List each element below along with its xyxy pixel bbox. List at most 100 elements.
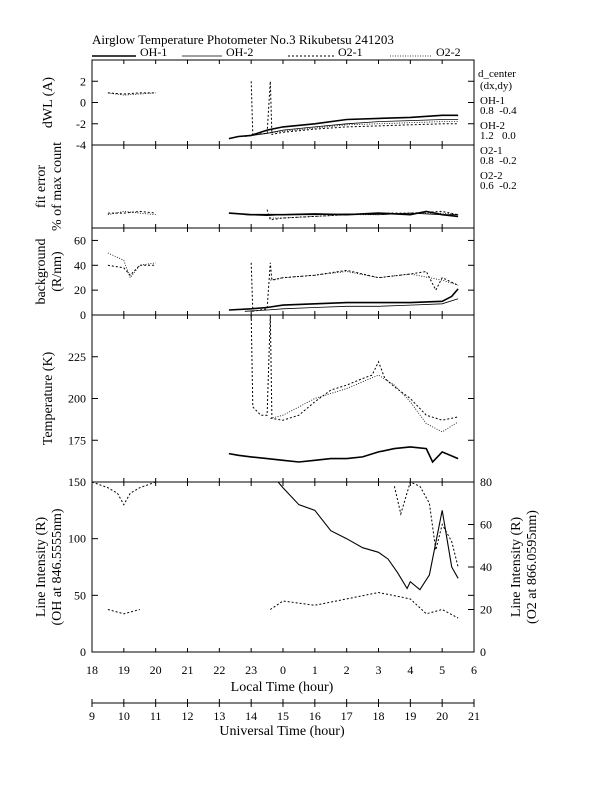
- y2-tick-label: 0: [480, 645, 486, 659]
- series-line-oh-2: [244, 298, 459, 312]
- series-line-o2-1: [107, 81, 459, 136]
- ut-tick-label: 9: [89, 709, 95, 723]
- ut-tick-label: 20: [436, 709, 448, 723]
- annotation-row-name: OH-1: [480, 95, 505, 107]
- ut-tick-label: 18: [373, 709, 385, 723]
- y-axis-label: fit error: [34, 165, 49, 208]
- ut-tick-label: 11: [150, 709, 162, 723]
- panel-dwl: -4 -2 0 2 dWL (A): [41, 59, 475, 152]
- ut-tick-label: 17: [341, 709, 353, 723]
- y-axis-label-sub: (OH at 846.5555nm): [50, 508, 65, 625]
- x-tick-label: 21: [182, 663, 194, 677]
- x-tick-label: 4: [407, 663, 413, 677]
- legend-label-o21: O2-1: [338, 45, 363, 59]
- ut-tick-label: 10: [118, 709, 130, 723]
- y-tick-label: -4: [76, 138, 86, 152]
- x-tick-label: 2: [344, 663, 350, 677]
- y-tick-label: -2: [76, 117, 86, 131]
- y-tick-label: 0: [80, 308, 86, 322]
- series-line-o2-2: [270, 374, 459, 433]
- x-tick-label: 19: [118, 663, 130, 677]
- annotation-d-center-sub: (dx,dy): [480, 80, 512, 92]
- x-tick-label: 18: [86, 663, 98, 677]
- y-tick-label: 60: [74, 233, 86, 247]
- x-tick-label: 5: [439, 663, 445, 677]
- annotation-row-vals: 0.8 -0.2: [480, 155, 517, 167]
- ut-tick-label: 19: [404, 709, 416, 723]
- x-tick-label: 22: [213, 663, 225, 677]
- legend: OH-1 OH-2 O2-1 O2-2: [92, 45, 461, 59]
- legend-label-o22: O2-2: [436, 45, 461, 59]
- series-line-oh-2: [244, 212, 459, 217]
- series-line-oh-1: [228, 288, 459, 311]
- series-line-o2-1: [250, 315, 459, 421]
- series-line-o2-2: [107, 92, 459, 134]
- panel-temp: 175 200 225 Temperature (K): [41, 314, 475, 483]
- y-axis-label: background: [34, 238, 49, 304]
- y-tick-label: 50: [74, 588, 86, 602]
- y2-tick-label: 20: [480, 603, 492, 617]
- series-line-o2-1: [107, 591, 459, 619]
- x-tick-label: 20: [150, 663, 162, 677]
- panel-bg: 0 20 40 60 background (R/nm): [34, 227, 475, 322]
- y-tick-label: 200: [68, 392, 86, 406]
- y-axis-label: Line Intensity (R): [34, 517, 49, 618]
- y-tick-label: 0: [80, 96, 86, 110]
- x-axis-label: Local Time (hour): [231, 680, 334, 695]
- ut-axis-label: Universal Time (hour): [219, 724, 345, 739]
- chart-title: Airglow Temperature Photometer No.3 Riku…: [92, 32, 394, 47]
- ut-tick-label: 15: [277, 709, 289, 723]
- y2-tick-label: 40: [480, 560, 492, 574]
- ut-tick-label: 14: [245, 709, 257, 723]
- series-line-oh-1-18-20h: [92, 482, 156, 506]
- y-tick-label: 100: [68, 532, 86, 546]
- x-axis-universal-time: 9 10 11 12 13 14 15 16 17 18 19 20 21: [89, 699, 480, 723]
- y-axis-label-sub: % of max count: [50, 142, 65, 231]
- y2-tick-label: 80: [480, 475, 492, 489]
- y-tick-label: 0: [80, 645, 86, 659]
- series-line-o2-2: [393, 482, 459, 568]
- chart-panels: -4 -2 0 2 dWL (A) fit error% of max count 0 20 4…: [34, 59, 540, 659]
- panel-frame: [91, 59, 475, 146]
- y-tick-label: 40: [74, 258, 86, 272]
- annotation-row-vals: 1.2 0.0: [480, 130, 516, 142]
- annotation-row-name: OH-2: [480, 120, 505, 132]
- y-tick-label: 225: [68, 350, 86, 364]
- x-tick-label: 3: [376, 663, 382, 677]
- y-tick-label: 175: [68, 433, 86, 447]
- series-line-o2-2: [107, 252, 459, 286]
- panel-frame: [91, 481, 475, 653]
- x-tick-label: 6: [471, 663, 477, 677]
- x-tick-label: 23: [245, 663, 257, 677]
- legend-label-oh1: OH-1: [140, 45, 167, 59]
- annotation-d-center: d_center: [478, 68, 516, 80]
- panel-frame: [91, 144, 475, 229]
- ut-tick-label: 21: [468, 709, 480, 723]
- ut-tick-label: 16: [309, 709, 321, 723]
- y2-tick-label: 60: [480, 518, 492, 532]
- panel-fit: fit error% of max count: [34, 142, 475, 231]
- series-line-oh-1: [228, 446, 459, 464]
- y2-axis-label-sub: (O2 at 866.0595nm): [525, 510, 540, 624]
- panel-frame: [91, 314, 475, 483]
- y-axis-label-sub: (R/nm): [50, 251, 65, 292]
- legend-label-oh2: OH-2: [226, 45, 253, 59]
- ut-tick-label: 12: [182, 709, 194, 723]
- y-tick-label: 150: [68, 475, 86, 489]
- series-line-o2-2: [107, 210, 459, 219]
- x-axis-local-time: 18 19 20 21 22 23 0 1 2 3 4 5 6: [86, 663, 477, 677]
- x-tick-label: 0: [280, 663, 286, 677]
- y-tick-label: 20: [74, 283, 86, 297]
- x-tick-label: 1: [312, 663, 318, 677]
- series-line-o2-1: [107, 209, 459, 221]
- y-axis-label: Temperature (K): [41, 351, 56, 445]
- series-line-o2-1: [107, 262, 459, 312]
- series-line-oh-1: [228, 114, 459, 140]
- y2-axis-label: Line Intensity (R): [509, 517, 524, 618]
- annotation-row-vals: 0.8 -0.4: [480, 105, 517, 117]
- y-axis-label: dWL (A): [41, 77, 56, 129]
- annotation-row-name: O2-2: [480, 170, 503, 182]
- series-line-oh-1: [277, 482, 459, 591]
